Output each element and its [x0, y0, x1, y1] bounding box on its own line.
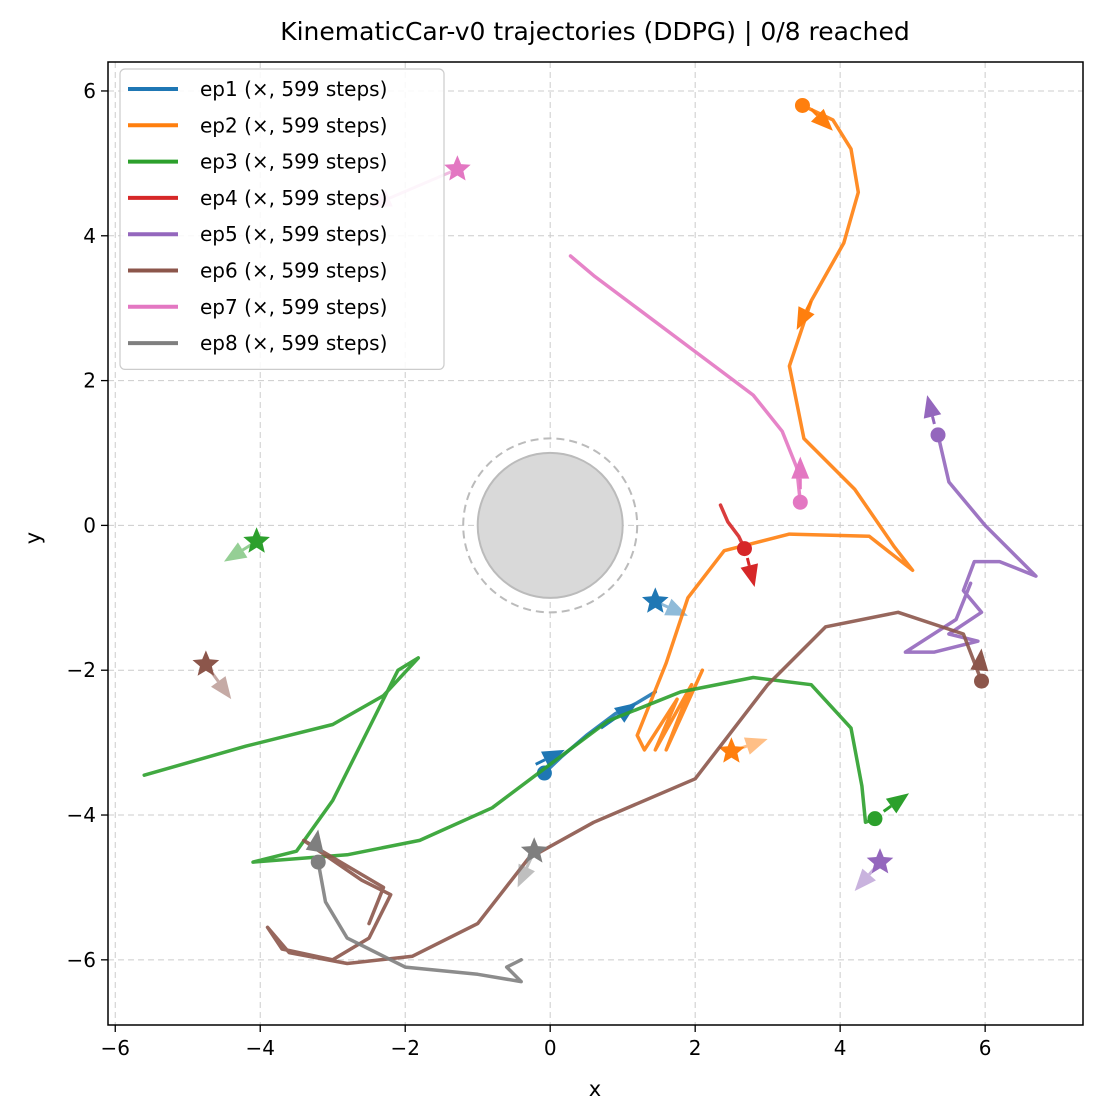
- obstacle: [476, 451, 624, 599]
- trajectory-ep8: [316, 860, 523, 984]
- legend-label-ep3: ep3 (×, 599 steps): [200, 150, 387, 174]
- plot-frame: [107, 61, 1084, 1026]
- legend-label-ep8: ep8 (×, 599 steps): [200, 331, 387, 355]
- x-tick-label: 0: [544, 1036, 557, 1060]
- trajectory-ep7: [568, 254, 803, 504]
- heading-arrow-ep2: [796, 306, 815, 330]
- start-marker-ep7: [792, 494, 808, 510]
- goal-star-ep8: [520, 837, 548, 863]
- goal-heading-ep8: [517, 863, 535, 888]
- y-tick-label: 2: [83, 369, 96, 393]
- legend: ep1 (×, 599 steps) ep2 (×, 599 steps) ep3 …: [119, 68, 445, 370]
- obstacle-safety-ring: [462, 437, 639, 614]
- heading-arrow-ep5-shaft: [931, 416, 936, 425]
- y-tick-label: −2: [67, 658, 96, 682]
- goal-star-ep5: [866, 848, 894, 874]
- x-tick-label: −4: [245, 1036, 274, 1060]
- trajectory-ep6: [265, 610, 984, 966]
- x-tick-label: 4: [834, 1036, 847, 1060]
- start-marker-ep6: [974, 673, 990, 689]
- heading-arrow-ep5: [923, 395, 942, 419]
- heading-arrow-ep7: [791, 456, 810, 479]
- y-tick-label: 6: [83, 79, 96, 103]
- start-marker-ep4: [736, 541, 752, 557]
- heading-arrow-ep2-shaft: [805, 300, 813, 311]
- start-marker-ep2: [794, 97, 810, 113]
- goal-heading-ep6: [210, 676, 232, 700]
- chart-title: KinematicCar-v0 trajectories (DDPG) | 0/…: [280, 17, 910, 46]
- goal-heading-ep2: [743, 737, 768, 755]
- trajectory-ep3: [142, 656, 877, 864]
- start-marker-ep1: [536, 765, 552, 781]
- heading-arrow-ep6: [970, 648, 989, 672]
- y-axis-label: y: [21, 532, 45, 544]
- x-tick-label: 2: [689, 1036, 702, 1060]
- heading-arrow-ep2: [810, 108, 833, 131]
- goal-star-ep2: [718, 737, 745, 763]
- legend-label-ep2: ep2 (×, 599 steps): [200, 113, 387, 137]
- trajectory-ep2: [635, 103, 915, 752]
- heading-arrow-ep4-shaft: [745, 557, 751, 566]
- legend-label-ep1: ep1 (×, 599 steps): [200, 77, 387, 101]
- legend-label-ep6: ep6 (×, 599 steps): [200, 259, 387, 283]
- goal-star-ep6: [192, 650, 220, 676]
- legend-label-ep7: ep7 (×, 599 steps): [200, 295, 387, 319]
- x-tick-label: −6: [101, 1036, 130, 1060]
- heading-arrow-ep4: [740, 563, 759, 587]
- start-marker-ep3: [867, 811, 883, 827]
- goal-star-ep1: [642, 587, 669, 613]
- heading-arrow-ep1-shaft: [535, 758, 546, 766]
- heading-arrow-ep3: [885, 793, 910, 814]
- y-tick-label: 0: [83, 513, 96, 537]
- y-tick-label: −6: [67, 948, 96, 972]
- x-axis-label: x: [589, 1077, 601, 1101]
- goal-heading-ep5: [854, 868, 876, 892]
- x-tick-label: 6: [979, 1036, 992, 1060]
- legend-label-ep4: ep4 (×, 599 steps): [200, 186, 387, 210]
- y-tick-label: 4: [83, 224, 96, 248]
- heading-arrow-ep8: [305, 829, 324, 853]
- goal-star-ep7: [444, 155, 471, 181]
- trajectory-ep5: [903, 433, 1038, 654]
- heading-arrow-ep3-shaft: [882, 804, 892, 813]
- start-marker-ep8: [310, 854, 326, 870]
- legend-label-ep5: ep5 (×, 599 steps): [200, 222, 387, 246]
- x-tick-label: −2: [390, 1036, 419, 1060]
- y-tick-label: −4: [67, 803, 96, 827]
- goal-star-ep3: [243, 527, 270, 553]
- start-marker-ep5: [930, 427, 946, 443]
- legend-box: [119, 68, 445, 370]
- heading-arrow-ep2-shaft: [810, 108, 819, 117]
- heading-arrow-ep1: [540, 749, 565, 768]
- goal-heading-ep3: [223, 542, 248, 562]
